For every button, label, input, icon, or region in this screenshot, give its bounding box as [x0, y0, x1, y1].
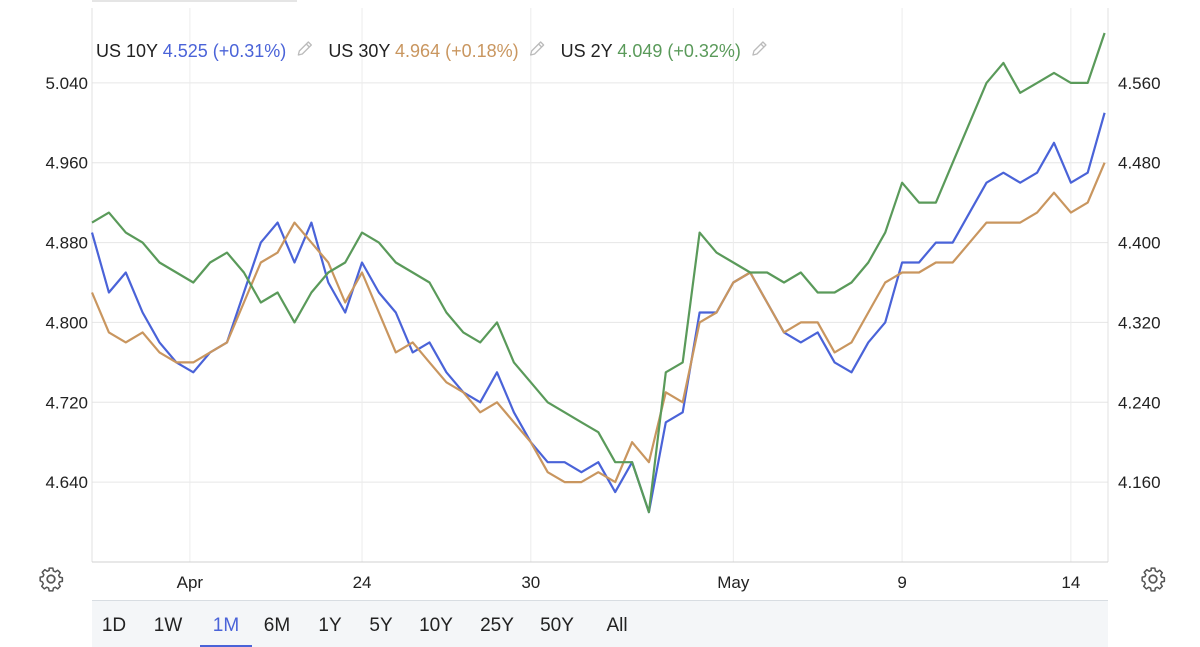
right-tick-label: 4.320	[1118, 313, 1161, 332]
series-lines	[90, 32, 1106, 514]
gear-icon[interactable]	[38, 566, 64, 592]
legend: US 10Y 4.525 (+0.31%) US 30Y 4.964 (+0.18…	[96, 41, 767, 61]
right-tick-label: 4.160	[1118, 473, 1161, 492]
range-button-all[interactable]: All	[606, 615, 628, 636]
right-axis-ticks: 4.160 4.240 4.320 4.400 4.480 4.560	[1118, 74, 1161, 492]
range-button-1m[interactable]: 1M	[200, 611, 252, 647]
series-line-us-2y	[91, 32, 1106, 514]
x-tick-label: May	[717, 573, 750, 592]
legend-series-change: (+0.32%)	[667, 41, 741, 61]
left-tick-label: 4.720	[45, 393, 88, 412]
series-line-us-30y	[90, 162, 1106, 484]
range-button-25y[interactable]: 25Y	[480, 615, 514, 636]
yield-chart: 4.640 4.720 4.800 4.880 4.960 5.040 4.160 4.24…	[45, 8, 1161, 592]
left-tick-label: 4.960	[45, 154, 88, 173]
range-button-1y[interactable]: 1Y	[318, 615, 342, 636]
series-line-us-10y	[90, 112, 1106, 514]
legend-series-change: (+0.18%)	[445, 41, 519, 61]
legend-item[interactable]: US 30Y 4.964 (+0.18%)	[328, 41, 518, 61]
pencil-icon[interactable]	[297, 41, 312, 56]
range-button-50y[interactable]: 50Y	[540, 615, 574, 636]
legend-series-change: (+0.31%)	[213, 41, 287, 61]
gear-icon[interactable]	[1140, 566, 1166, 592]
legend-series-name: US 10Y	[96, 41, 163, 61]
right-tick-label: 4.560	[1118, 74, 1161, 93]
x-axis-ticks: Apr 24 30 May 9 14	[177, 573, 1081, 592]
horizontal-grid	[92, 82, 1108, 483]
x-tick-label: 30	[521, 573, 540, 592]
x-tick-label: 9	[897, 573, 906, 592]
right-tick-label: 4.240	[1118, 393, 1161, 412]
pencil-icon[interactable]	[752, 41, 767, 56]
right-tick-label: 4.400	[1118, 234, 1161, 253]
range-button-1d[interactable]: 1D	[101, 615, 127, 636]
range-selector: 1D 1W 1M 6M 1Y 5Y 10Y 25Y 50Y All	[92, 600, 1108, 647]
legend-series-name: US 2Y	[561, 41, 618, 61]
legend-series-name: US 30Y	[328, 41, 395, 61]
left-tick-label: 4.880	[45, 234, 88, 253]
top-rule	[92, 0, 297, 2]
left-tick-label: 5.040	[45, 74, 88, 93]
legend-item[interactable]: US 2Y 4.049 (+0.32%)	[561, 41, 741, 61]
legend-item[interactable]: US 10Y 4.525 (+0.31%)	[96, 41, 286, 61]
right-tick-label: 4.480	[1118, 154, 1161, 173]
range-button-10y[interactable]: 10Y	[419, 615, 453, 636]
range-button-1w[interactable]: 1W	[153, 615, 183, 636]
x-tick-label: 14	[1061, 573, 1080, 592]
left-tick-label: 4.640	[45, 473, 88, 492]
pencil-icon[interactable]	[529, 41, 545, 56]
range-button-6m[interactable]: 6M	[263, 615, 291, 636]
vertical-grid	[91, 8, 1109, 562]
left-tick-label: 4.800	[45, 313, 88, 332]
legend-series-value: 4.964	[395, 41, 445, 61]
legend-series-value: 4.049	[617, 41, 667, 61]
legend-series-value: 4.525	[163, 41, 213, 61]
x-tick-label: 24	[353, 573, 372, 592]
x-tick-label: Apr	[177, 573, 204, 592]
left-axis-ticks: 4.640 4.720 4.800 4.880 4.960 5.040	[45, 74, 88, 492]
range-button-5y[interactable]: 5Y	[369, 615, 393, 636]
